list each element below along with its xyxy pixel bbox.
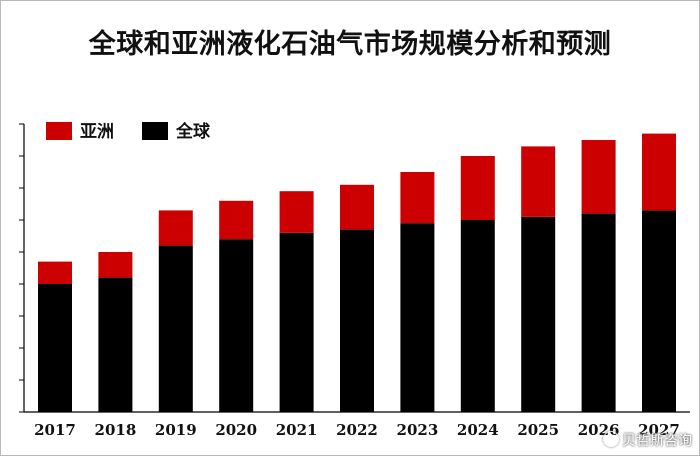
bar-asia-2017 [38,261,72,284]
bar-global-2020 [219,239,254,412]
watermark: 贝哲斯咨询 [603,430,692,450]
bar-global-2022 [340,229,374,412]
bar-asia-2022 [340,184,374,230]
bar-global-2023 [400,223,435,412]
legend-swatch [46,122,72,140]
legend-swatch [142,122,168,140]
bar-global-2024 [460,220,495,412]
x-tick-label: 2024 [457,421,499,439]
bar-global-2018 [98,277,133,412]
wechat-icon [603,431,619,447]
bar-asia-2018 [98,252,133,278]
bar-global-2019 [158,245,193,412]
bar-global-2021 [279,232,314,412]
x-tick-label: 2023 [397,421,439,439]
bar-asia-2023 [400,172,435,224]
x-tick-label: 2022 [336,421,378,439]
bar-asia-2020 [219,200,254,240]
bar-asia-2021 [279,191,314,233]
bar-asia-2026 [581,140,616,214]
x-tick-label: 2017 [34,421,76,439]
watermark-text: 贝哲斯咨询 [622,433,692,449]
bar-global-2027 [642,210,676,412]
x-tick-label: 2021 [276,421,318,439]
x-tick-label: 2025 [517,421,559,439]
x-tick-label: 2018 [95,421,137,439]
bar-asia-2027 [642,133,676,211]
x-tick-label: 2020 [215,421,257,439]
bar-asia-2024 [460,156,495,220]
bar-asia-2019 [158,210,193,246]
bar-global-2025 [521,216,556,412]
legend-label: 全球 [175,121,211,142]
bar-global-2026 [581,213,616,412]
legend-label: 亚洲 [80,122,114,142]
bar-asia-2025 [521,146,556,217]
chart-title: 全球和亚洲液化石油气市场规模分析和预测 [88,29,612,60]
x-tick-label: 2027 [638,421,680,439]
bar-global-2017 [38,284,72,412]
x-tick-label: 2019 [155,421,197,439]
